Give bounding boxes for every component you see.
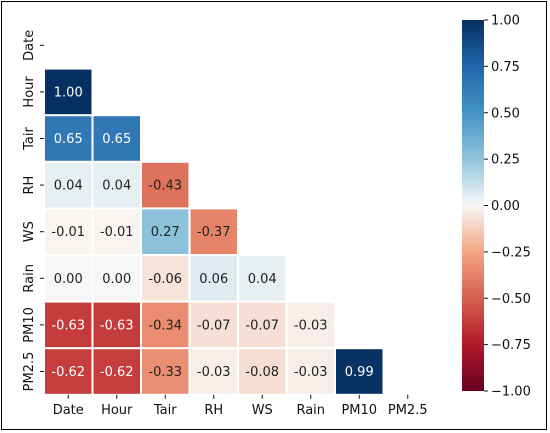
heatmap-cell-value: 0.04 <box>102 179 131 194</box>
heatmap-cell-value: 0.04 <box>54 179 83 194</box>
heatmap-cell-Rain-Date <box>45 256 92 301</box>
heatmap-cell-Tair-Date <box>45 116 92 161</box>
y-tick-labels: Date Hour Tair RH WS Rain PM10 PM2.5 <box>22 30 44 392</box>
y-tick-label: Date <box>22 30 37 61</box>
heatmap-cell-value: -0.62 <box>100 365 134 380</box>
heatmap-cell-PM2.5-RH <box>190 349 237 394</box>
heatmap-cell-PM2.5-Rain <box>287 349 334 394</box>
x-tick-label: WS <box>252 403 273 418</box>
x-tick-label: RH <box>204 403 223 418</box>
heatmap-cell-value: -0.03 <box>294 365 328 380</box>
colorbar-tick-label: −1.00 <box>491 385 531 400</box>
y-tick-label: PM10 <box>22 307 37 343</box>
heatmap-cell-PM10-Rain <box>287 302 334 348</box>
heatmap-cell-PM10-Hour <box>93 302 140 348</box>
heatmap-cell-Hour-Date <box>45 69 92 115</box>
heatmap-cell-WS-Tair <box>142 209 189 254</box>
colorbar-tick-label: 0.00 <box>491 199 520 214</box>
heatmap-cell-value: 0.00 <box>102 272 131 287</box>
heatmap-cell-PM10-WS <box>239 302 286 348</box>
heatmap-cell-PM2.5-PM10 <box>336 349 383 394</box>
heatmap-cell-value: 0.65 <box>102 132 131 147</box>
y-tick-label: PM2.5 <box>22 352 37 392</box>
heatmap-cell-value: 0.04 <box>248 272 277 287</box>
colorbar-ticks: 1.00 0.75 0.50 0.25 0.00 −0.25 −0.50 −0.75 −1.00 <box>484 14 531 400</box>
heatmap-cell-PM10-RH <box>190 302 237 348</box>
heatmap-cell-value: -0.08 <box>245 365 279 380</box>
colorbar <box>462 20 484 391</box>
heatmap-cell-value: -0.43 <box>148 179 182 194</box>
x-tick-labels: Date Hour Tair RH WS Rain PM10 PM2.5 <box>53 394 428 418</box>
x-tick-label: PM10 <box>341 403 377 418</box>
heatmap-cell-value: 0.00 <box>54 272 83 287</box>
heatmap-cell-PM2.5-Tair <box>142 349 189 394</box>
heatmap-cell-value: 0.65 <box>54 132 83 147</box>
heatmap-cell-WS-Hour <box>93 209 140 254</box>
heatmap-cell-value: -0.07 <box>245 318 279 333</box>
heatmap-cell-value: -0.03 <box>294 318 328 333</box>
heatmap-cell-Rain-Hour <box>93 256 140 301</box>
heatmap-cell-value: 0.99 <box>345 365 374 380</box>
y-tick-label: Hour <box>22 76 37 108</box>
colorbar-tick-label: 0.75 <box>491 60 520 75</box>
colorbar-tick-label: 1.00 <box>491 14 520 29</box>
colorbar-tick-label: 0.50 <box>491 106 520 121</box>
x-tick-label: Hour <box>101 403 133 418</box>
heatmap-cell-PM2.5-Hour <box>93 349 140 394</box>
colorbar-tick-label: −0.25 <box>491 245 531 260</box>
heatmap-cell-value: -0.01 <box>51 225 85 240</box>
heatmap-cell-RH-Hour <box>93 162 140 208</box>
heatmap-cell-value: -0.34 <box>148 318 182 333</box>
x-tick-label: PM2.5 <box>388 403 428 418</box>
y-tick-label: RH <box>22 176 37 195</box>
colorbar-tick-label: −0.50 <box>491 292 531 307</box>
colorbar-tick-label: −0.75 <box>491 338 531 353</box>
x-tick-label: Tair <box>153 403 177 418</box>
heatmap-cell-Rain-Tair <box>142 256 189 301</box>
colorbar-tick-label: 0.25 <box>491 153 520 168</box>
heatmap-cell-PM10-Date <box>45 302 92 348</box>
heatmap-cell-PM10-Tair <box>142 302 189 348</box>
heatmap-cell-value: -0.37 <box>197 225 231 240</box>
y-tick-label: WS <box>22 221 37 242</box>
heatmap-cell-Rain-RH <box>190 256 237 301</box>
x-tick-label: Rain <box>296 403 325 418</box>
heatmap-cell-PM2.5-Date <box>45 349 92 394</box>
heatmap-cell-value: -0.07 <box>197 318 231 333</box>
heatmap-cell-Rain-WS <box>239 256 286 301</box>
heatmap-cell-value: -0.63 <box>100 318 134 333</box>
heatmap-cell-value: -0.01 <box>100 225 134 240</box>
heatmap-cell-value: -0.03 <box>197 365 231 380</box>
heatmap-cell-value: -0.06 <box>148 272 182 287</box>
x-tick-label: Date <box>53 403 84 418</box>
heatmap-cell-WS-RH <box>190 209 237 254</box>
y-tick-label: Rain <box>22 264 37 293</box>
heatmap-cell-value: 1.00 <box>54 85 83 100</box>
heatmap-cell-value: -0.63 <box>51 318 85 333</box>
heatmap-cell-value: -0.33 <box>148 365 182 380</box>
heatmap-cell-value: -0.62 <box>51 365 85 380</box>
y-tick-label: Tair <box>22 126 37 150</box>
heatmap-cell-value: 0.27 <box>151 225 180 240</box>
heatmap-cell-WS-Date <box>45 209 92 254</box>
heatmap-cell-PM2.5-WS <box>239 349 286 394</box>
heatmap-cell-RH-Date <box>45 162 92 208</box>
heatmap-cell-value: 0.06 <box>199 272 228 287</box>
heatmap-cell-RH-Tair <box>142 162 189 208</box>
heatmap-cell-Tair-Hour <box>93 116 140 161</box>
heatmap-cells: 1.00 0.65 0.65 0.04 0.04 -0.43 -0.01 -0.01 0.27 -… <box>45 69 383 394</box>
